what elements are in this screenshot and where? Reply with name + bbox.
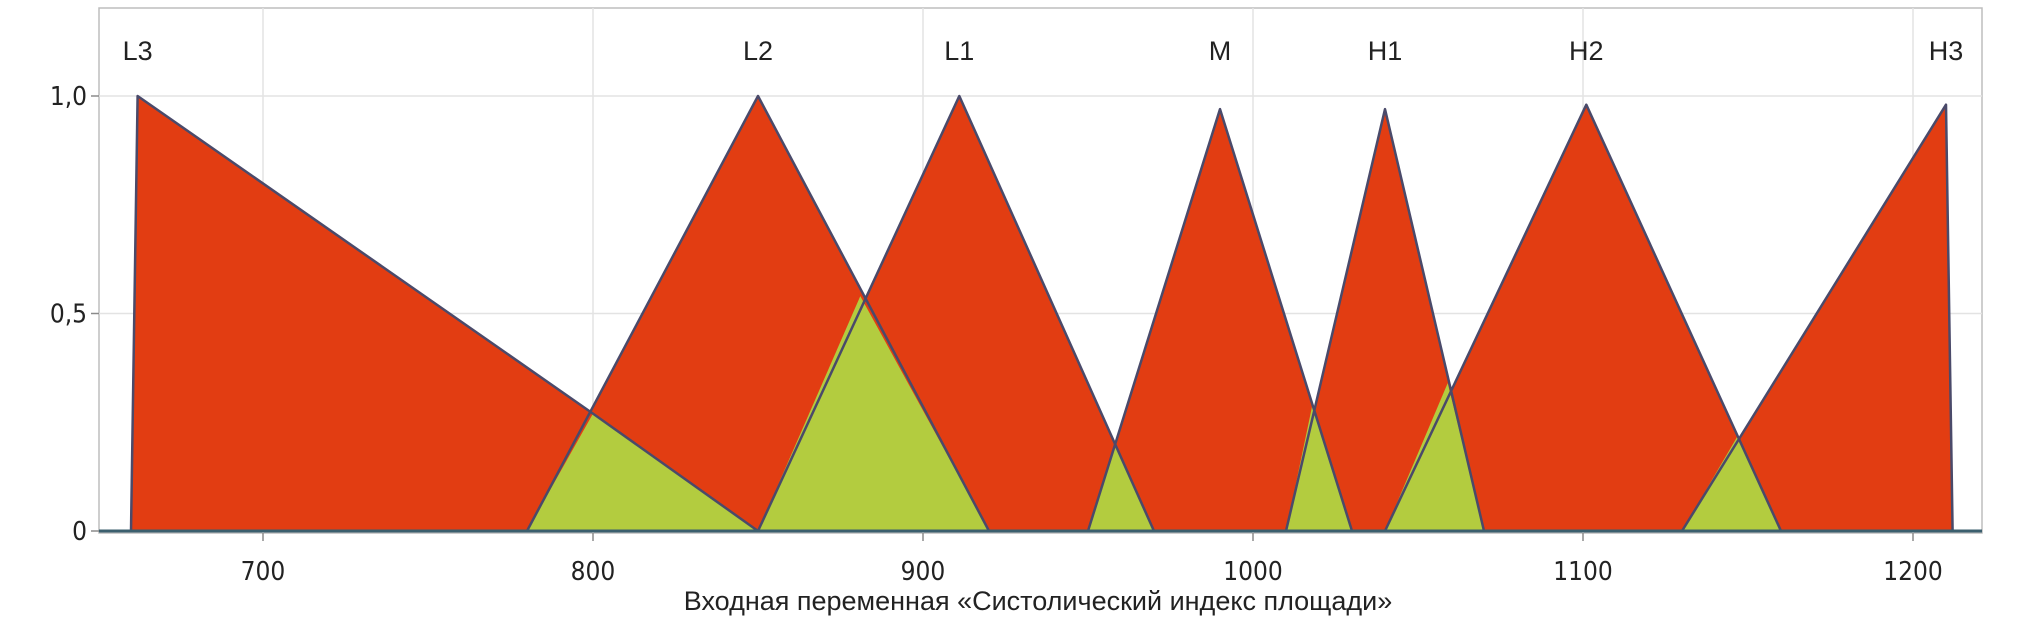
term-label-l1: L1: [944, 36, 974, 66]
x-tick-label: 700: [241, 557, 286, 587]
term-label-m: M: [1209, 36, 1232, 66]
y-tick-label: 0: [72, 517, 87, 547]
membership-area-m: [1088, 109, 1352, 531]
membership-line-l3: [129, 94, 759, 533]
overlap-area: [758, 296, 989, 531]
y-tick-label: 0,5: [50, 300, 87, 330]
x-tick-label: 900: [901, 557, 946, 587]
term-label-l2: L2: [743, 36, 773, 66]
membership-area-h3: [1682, 104, 1953, 531]
overlap-area: [1286, 404, 1352, 531]
x-tick-label: 1100: [1553, 557, 1613, 587]
y-tick-label: 1,0: [50, 82, 87, 112]
membership-line-h3: [1680, 103, 1954, 532]
x-tick-label: 800: [571, 557, 616, 587]
overlap-area: [527, 413, 758, 531]
x-tick-label: 1000: [1223, 557, 1283, 587]
labels: 700 800 900 1000 1100 1200 0 0,5 1,0 L3 L2 L1 M H1 H2 H…: [50, 36, 1963, 587]
membership-edges: [129, 94, 1954, 533]
term-label-l3: L3: [123, 36, 153, 66]
membership-line-h2: [1383, 103, 1783, 532]
term-label-h1: H1: [1368, 36, 1403, 66]
x-axis-title: Входная переменная «Систолический индекс…: [684, 586, 1392, 616]
term-label-h2: H2: [1569, 36, 1604, 66]
overlap-fills: [527, 296, 1781, 531]
x-tick-label: 1200: [1883, 557, 1943, 587]
membership-area-h2: [1385, 104, 1781, 531]
overlap-area: [1682, 435, 1781, 531]
axes: [91, 95, 1982, 541]
membership-line-l1: [756, 94, 1156, 532]
overlap-area: [1385, 383, 1484, 531]
membership-line-l2: [525, 94, 991, 532]
overlap-area: [1088, 444, 1154, 531]
membership-line-m: [1086, 107, 1354, 532]
term-label-h3: H3: [1929, 36, 1964, 66]
